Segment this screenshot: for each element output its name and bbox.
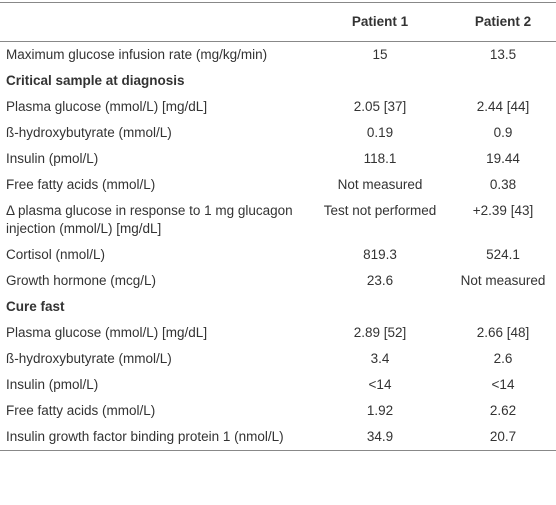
- cell-value: 0.38: [489, 177, 517, 192]
- row-label: Insulin (pmol/L): [6, 377, 99, 392]
- cell-value: 0.19: [366, 125, 394, 140]
- table-row: Insulin (pmol/L) <14 <14: [0, 372, 556, 398]
- table-header: Patient 1 Patient 2: [0, 2, 556, 42]
- section-heading: Cure fast: [6, 299, 65, 314]
- row-label: Plasma glucose (mmol/L) [mg/dL]: [6, 325, 208, 340]
- table-row: Insulin (pmol/L) 118.1 19.44: [0, 146, 556, 172]
- header-cell: Patient 2: [450, 2, 556, 42]
- cell-value: 118.1: [363, 151, 397, 166]
- section-heading: Critical sample at diagnosis: [6, 73, 185, 88]
- row-label: Free fatty acids (mmol/L): [6, 403, 156, 418]
- cell-value: 2.6: [493, 351, 513, 366]
- cell-value: Test not performed: [323, 203, 437, 218]
- cell-value: 23.6: [366, 273, 394, 288]
- row-label: Δ plasma glucose in response to 1 mg glu…: [6, 203, 293, 236]
- row-label: ß-hydroxybutyrate (mmol/L): [6, 125, 172, 140]
- table-row: Cure fast: [0, 294, 556, 320]
- cell-value: 2.05 [37]: [353, 99, 407, 114]
- cell-value: 20.7: [450, 424, 556, 451]
- cell-value: 819.3: [363, 247, 397, 262]
- table-body: Maximum glucose infusion rate (mg/kg/min…: [0, 42, 556, 451]
- cell-value: 3.4: [370, 351, 390, 366]
- cell-value: <14: [368, 377, 392, 392]
- row-label: Maximum glucose infusion rate (mg/kg/min…: [6, 47, 268, 62]
- table-row: ß-hydroxybutyrate (mmol/L) 3.4 2.6: [0, 346, 556, 372]
- cell-value: 0.9: [493, 125, 513, 140]
- row-label: Growth hormone (mcg/L): [6, 273, 157, 288]
- cell-value: Not measured: [337, 177, 423, 192]
- data-table: Patient 1 Patient 2 Maximum glucose infu…: [0, 2, 556, 451]
- cell-value: Not measured: [460, 273, 546, 288]
- row-label: Cortisol (nmol/L): [6, 247, 106, 262]
- row-label: ß-hydroxybutyrate (mmol/L): [6, 351, 172, 366]
- header-cell: [0, 2, 310, 42]
- table-row: Plasma glucose (mmol/L) [mg/dL] 2.05 [37]…: [0, 94, 556, 120]
- cell-value: 15: [372, 47, 388, 62]
- cell-value: 19.44: [486, 151, 520, 166]
- cell-value: 2.89 [52]: [353, 325, 407, 340]
- table-row: Δ plasma glucose in response to 1 mg glu…: [0, 198, 556, 242]
- table-row: Maximum glucose infusion rate (mg/kg/min…: [0, 42, 556, 69]
- table-row: Plasma glucose (mmol/L) [mg/dL] 2.89 [52]…: [0, 320, 556, 346]
- cell-value: 2.62: [489, 403, 517, 418]
- table-row: Critical sample at diagnosis: [0, 68, 556, 94]
- row-label: Insulin growth factor binding protein 1 …: [0, 424, 310, 451]
- cell-value: 2.44 [44]: [476, 99, 530, 114]
- table-row: Cortisol (nmol/L) 819.3 524.1: [0, 242, 556, 268]
- row-label: Free fatty acids (mmol/L): [6, 177, 156, 192]
- header-cell: Patient 1: [310, 2, 450, 42]
- cell-value: 1.92: [366, 403, 394, 418]
- table-row: Growth hormone (mcg/L) 23.6 Not measured: [0, 268, 556, 294]
- table-row: Free fatty acids (mmol/L) Not measured 0.3…: [0, 172, 556, 198]
- row-label: Plasma glucose (mmol/L) [mg/dL]: [6, 99, 208, 114]
- cell-value: 2.66 [48]: [476, 325, 530, 340]
- header-row: Patient 1 Patient 2: [0, 2, 556, 42]
- row-label: Insulin (pmol/L): [6, 151, 99, 166]
- table-row: Free fatty acids (mmol/L) 1.92 2.62: [0, 398, 556, 424]
- cell-value: 524.1: [486, 247, 520, 262]
- cell-value: 13.5: [489, 47, 517, 62]
- cell-value: 34.9: [310, 424, 450, 451]
- cell-value: <14: [491, 377, 515, 392]
- table-row: Insulin growth factor binding protein 1 …: [0, 424, 556, 451]
- cell-value: +2.39 [43]: [472, 203, 534, 218]
- table-row: ß-hydroxybutyrate (mmol/L) 0.19 0.9: [0, 120, 556, 146]
